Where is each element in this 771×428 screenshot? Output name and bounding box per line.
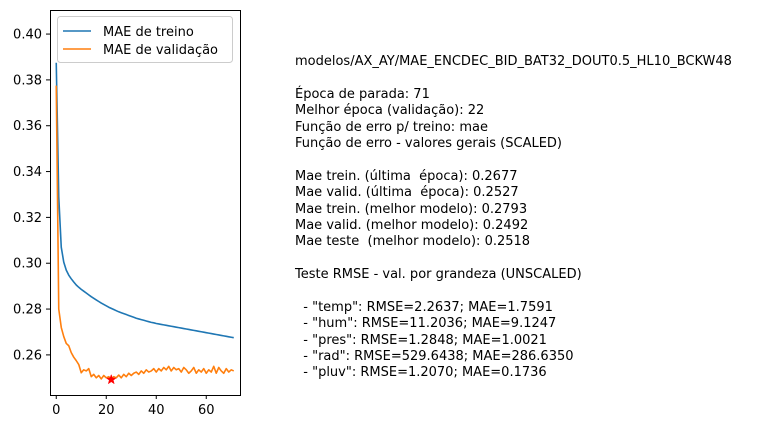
info-panel: modelos/AX_AY/MAE_ENCDEC_BID_BAT32_DOUT0…: [295, 54, 765, 382]
legend: MAE de treino MAE de validação: [57, 16, 233, 63]
x-tick-label: 20: [98, 403, 115, 418]
marker-layer: [105, 373, 117, 385]
y-tick-label: 0.34: [13, 165, 42, 180]
x-tick-label: 0: [52, 403, 60, 418]
series-line-1: [55, 85, 235, 381]
info-line: Mae trein. (última época): 0.2677: [295, 168, 518, 184]
info-line: - "temp": RMSE=2.2637; MAE=1.7591: [295, 299, 553, 315]
ticks-layer: 0 20 40 60 0.26 0.28 0.30 0.32 0.34 0.36 0.38 0.40: [13, 28, 214, 418]
info-line: Mae valid. (última época): 0.2527: [295, 185, 519, 201]
info-line: Mae valid. (melhor modelo): 0.2492: [295, 217, 529, 233]
y-tick-label: 0.32: [13, 211, 42, 226]
spacer: [295, 283, 765, 299]
legend-label-validacao: MAE de validação: [103, 43, 218, 58]
info-line: Melhor época (validação): 22: [295, 103, 485, 119]
spacer: [295, 152, 765, 168]
y-tick-label: 0.26: [13, 348, 42, 363]
y-tick-label: 0.28: [13, 303, 42, 318]
info-line: Função de erro p/ treino: mae: [295, 119, 488, 135]
model-path: modelos/AX_AY/MAE_ENCDEC_BID_BAT32_DOUT0…: [295, 54, 732, 69]
series-line-0: [55, 62, 234, 339]
info-line: Época de parada: 71: [295, 86, 430, 102]
y-tick-label: 0.40: [13, 28, 42, 43]
info-line: - "pluv": RMSE=1.2070; MAE=0.1736: [295, 365, 547, 381]
series-layer: [55, 62, 235, 381]
legend-box: [57, 16, 233, 63]
plot-frame: [50, 10, 241, 396]
info-line: - "rad": RMSE=529.6438; MAE=286.6350: [295, 349, 574, 365]
info-line: Teste RMSE - val. por grandeza (UNSCALED…: [295, 267, 582, 283]
info-line: Mae teste (melhor modelo): 0.2518: [295, 234, 531, 250]
x-tick-label: 40: [148, 403, 165, 418]
info-line: Mae trein. (melhor modelo): 0.2793: [295, 201, 528, 217]
legend-label-treino: MAE de treino: [103, 25, 194, 40]
info-line: - "hum": RMSE=11.2036; MAE=9.1247: [295, 316, 557, 332]
y-tick-label: 0.38: [13, 73, 42, 88]
y-tick-label: 0.36: [13, 119, 42, 134]
info-line: Função de erro - valores gerais (SCALED): [295, 135, 563, 151]
y-tick-label: 0.30: [13, 257, 42, 272]
x-tick-label: 60: [198, 403, 215, 418]
spacer: [295, 251, 765, 267]
best-epoch-marker: [105, 373, 117, 385]
info-line: - "pres": RMSE=1.2848; MAE=1.0021: [295, 332, 547, 348]
